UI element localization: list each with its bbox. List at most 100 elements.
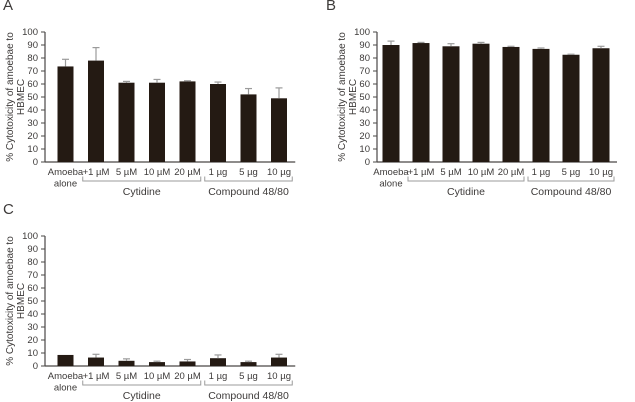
bar-20-µM: [179, 81, 196, 162]
x-tick-label: 5 µg: [239, 371, 258, 382]
bar-Amoeba-alone: [57, 354, 74, 366]
x-tick-label: 1 µg: [209, 167, 228, 178]
y-tick-label: 80: [27, 53, 38, 64]
bar-chart-b: 0 10 20 30 40 50 60 70 80 90 100 % Cytotoxicity of …: [337, 27, 617, 198]
bar-Amoeba-alone: [382, 45, 400, 162]
x-tick-label: 20 µM: [174, 371, 201, 382]
y-axis-title-line1: % Cytotoxicity of amoebae to: [5, 236, 16, 366]
group-label: Compound 48/80: [208, 186, 289, 198]
y-tick-label: 50: [27, 296, 38, 307]
y-axis-title-line1: % Cytotoxicity of amoebae to: [5, 32, 16, 162]
bar-10-µg: [271, 98, 287, 162]
group-label: Cytidine: [123, 186, 161, 198]
bar-chart-c: 0 10 20 30 40 50 60 70 80 90 100 % Cytotoxicity of …: [5, 231, 296, 402]
group-bracket: [407, 176, 525, 182]
x-tick-label: +1 µM: [408, 167, 435, 178]
x-tick-label: 10 µM: [144, 371, 171, 382]
bar-20-µM: [179, 361, 196, 366]
panel-a: A 0 10 20 30 40 50 60 70 80 90 100 % Cytotoxicity o…: [0, 0, 318, 202]
x-tick-label: 5 µM: [116, 371, 137, 382]
y-tick-label: 50: [27, 92, 38, 103]
y-tick-label: 100: [22, 231, 38, 242]
y-tick-label: 30: [27, 322, 38, 333]
bar-+1-µM: [88, 357, 104, 366]
x-tick-label: 10 µg: [589, 167, 613, 178]
y-tick-label: 0: [365, 157, 370, 168]
y-axis-title-line1: % Cytotoxicity of amoebae to: [337, 32, 348, 162]
y-tick-label: 70: [27, 66, 38, 77]
x-tick-label: 5 µg: [562, 167, 581, 178]
y-tick-label: 20: [27, 335, 38, 346]
panel-c: C 0 10 20 30 40 50 60 70 80 90 100 % Cytotoxicity o…: [0, 201, 318, 402]
x-tick-label: Amoeba: [48, 371, 84, 382]
x-tick-label: 5 µM: [116, 167, 137, 178]
y-tick-label: 100: [354, 27, 370, 38]
y-tick-label: 40: [27, 105, 38, 116]
y-tick-label: 20: [359, 131, 370, 142]
x-tick-label: 20 µM: [498, 167, 525, 178]
group-label: Cytidine: [447, 186, 485, 198]
bar-1-µg: [210, 84, 226, 162]
x-tick-label: Amoeba: [48, 167, 84, 178]
bar-1-µg: [210, 358, 226, 366]
y-tick-label: 10: [27, 144, 38, 155]
x-tick-label: 5 µM: [440, 167, 461, 178]
y-tick-label: 80: [27, 257, 38, 268]
y-tick-label: 30: [27, 118, 38, 129]
y-tick-label: 0: [33, 157, 38, 168]
y-tick-label: 40: [359, 105, 370, 116]
bar-5-µg: [240, 362, 257, 366]
x-tick-label: 10 µg: [267, 371, 291, 382]
bar-chart-a: 0 10 20 30 40 50 60 70 80 90 100 % Cytotoxicity of …: [5, 27, 296, 198]
bar-5-µg: [240, 94, 257, 162]
y-axis-title-line2: HBMEC: [348, 79, 359, 115]
bar-10-µM: [472, 43, 490, 163]
x-tick-label: alone: [379, 179, 402, 190]
bar-+1-µM: [88, 60, 104, 162]
bar-5-µM: [118, 82, 135, 162]
bar-1-µg: [532, 48, 550, 162]
bar-10-µM: [149, 362, 165, 366]
panel-b: B 0 10 20 30 40 50 60 70 80 90 100 % Cytotoxicity o…: [318, 0, 635, 202]
bar-Amoeba-alone: [57, 66, 74, 162]
bar-10-µg: [271, 357, 287, 366]
y-tick-label: 60: [27, 283, 38, 294]
y-tick-label: 90: [27, 40, 38, 51]
panel-c-letter: C: [3, 201, 14, 218]
y-tick-label: 50: [359, 92, 370, 103]
bar-+1-µM: [412, 43, 430, 162]
bar-5-µM: [118, 360, 135, 366]
x-tick-label: 10 µM: [144, 167, 171, 178]
group-bracket: [82, 176, 202, 182]
x-tick-label: alone: [54, 383, 77, 394]
y-tick-label: 10: [27, 348, 38, 359]
group-bracket: [204, 176, 293, 182]
group-label: Cytidine: [123, 390, 161, 402]
x-tick-label: 1 µg: [209, 371, 228, 382]
group-label: Compound 48/80: [208, 390, 289, 402]
x-tick-label: +1 µM: [83, 371, 110, 382]
y-tick-label: 60: [359, 79, 370, 90]
panel-a-letter: A: [3, 0, 14, 14]
y-tick-label: 90: [27, 244, 38, 255]
x-tick-label: 10 µg: [267, 167, 291, 178]
y-tick-label: 90: [359, 40, 370, 51]
y-tick-label: 20: [27, 131, 38, 142]
y-tick-label: 100: [22, 27, 38, 38]
x-tick-label: 1 µg: [532, 167, 551, 178]
x-tick-label: 10 µM: [468, 167, 495, 178]
bar-5-µM: [442, 46, 460, 162]
x-tick-label: 5 µg: [239, 167, 258, 178]
x-tick-label: alone: [54, 179, 77, 190]
y-tick-label: 70: [359, 66, 370, 77]
group-bracket: [204, 380, 293, 386]
group-label: Compound 48/80: [531, 186, 612, 198]
y-tick-label: 80: [359, 53, 370, 64]
y-tick-label: 30: [359, 118, 370, 129]
y-axis-title-line2: HBMEC: [16, 283, 27, 319]
bar-20-µM: [502, 46, 520, 163]
y-tick-label: 10: [359, 144, 370, 155]
y-axis-title-line2: HBMEC: [16, 79, 27, 115]
bar-10-µM: [149, 82, 165, 162]
